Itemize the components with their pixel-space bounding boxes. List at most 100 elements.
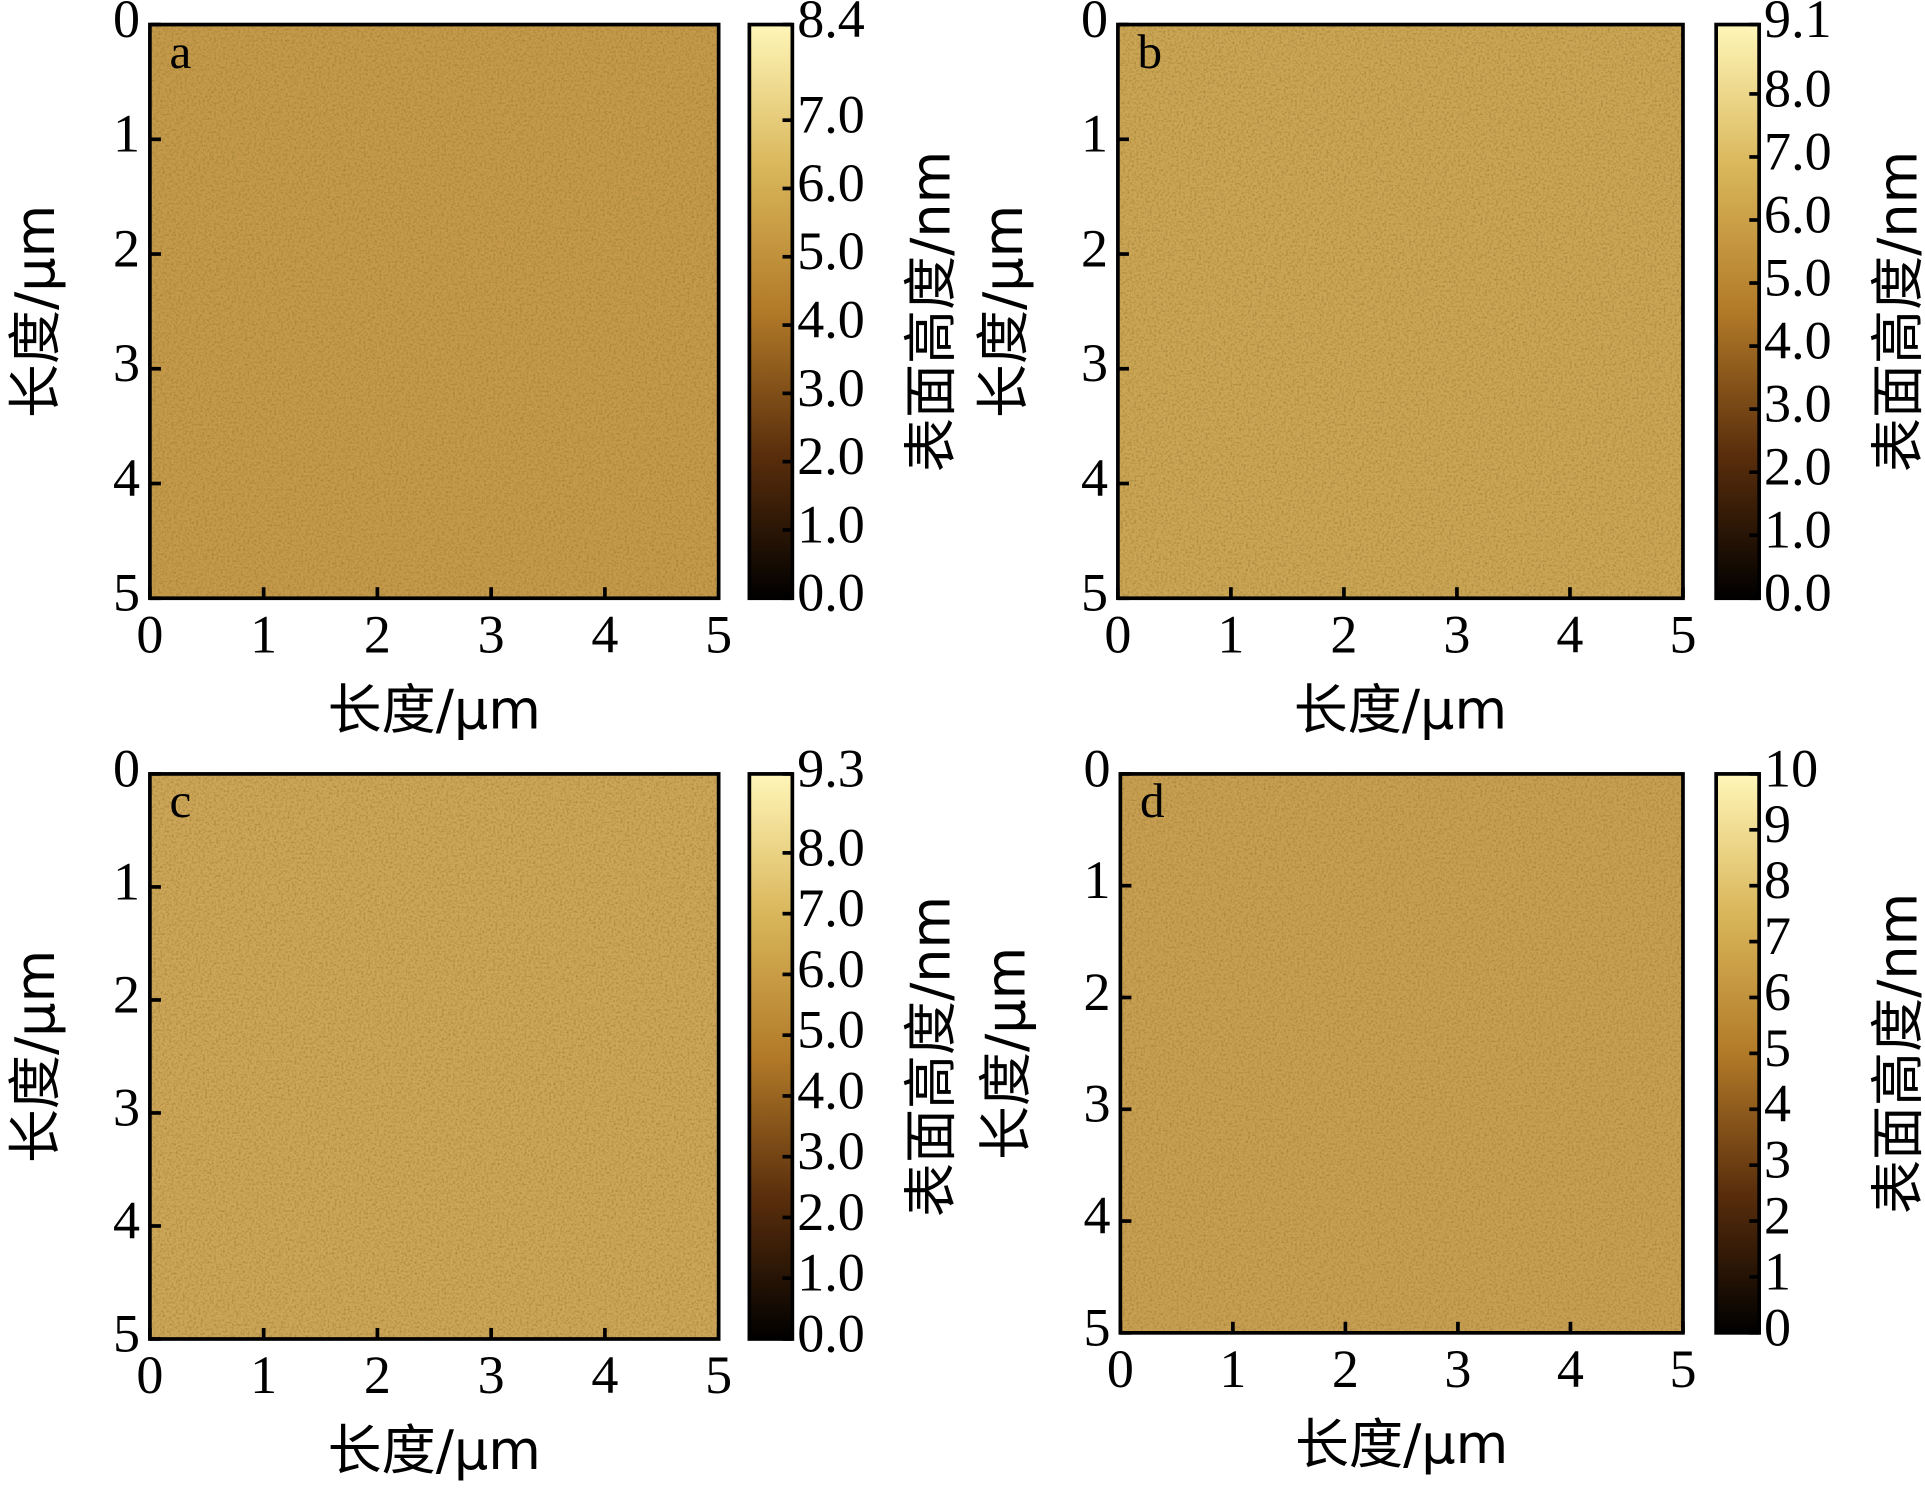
colorbar-tick-label: 8.4 (797, 0, 865, 49)
colorbar-tick-label: 10 (1764, 738, 1818, 798)
y-tick-label: 5 (1081, 563, 1108, 623)
colorbar-tick-label: 8 (1764, 850, 1791, 910)
y-tick-label: 3 (113, 1077, 140, 1137)
colorbar (747, 22, 795, 601)
image-texture (1120, 773, 1683, 1333)
y-tick-label: 0 (1083, 738, 1110, 798)
colorbar-tick-label: 3.0 (797, 358, 865, 418)
y-tick-label: 0 (1081, 0, 1108, 49)
x-tick-label: 5 (705, 604, 732, 664)
x-tick-label: 1 (250, 1345, 277, 1405)
y-tick-label: 2 (1083, 962, 1110, 1022)
colorbar (747, 772, 795, 1341)
y-tick-label: 5 (1083, 1297, 1110, 1357)
x-tick-label: 2 (364, 1345, 391, 1405)
plot-frame (1116, 22, 1685, 601)
plot-frame (1118, 772, 1685, 1335)
colorbar-tick-label: 2.0 (1764, 437, 1832, 497)
y-axis-label: 长度/μm (4, 950, 67, 1163)
y-tick-label: 1 (113, 851, 140, 911)
y-tick-label: 1 (1083, 850, 1110, 910)
colorbar-tick-label: 3.0 (1764, 374, 1832, 434)
y-tick-label: 4 (113, 448, 140, 508)
y-axis-label: 长度/μm (972, 205, 1035, 418)
colorbar-tick-label: 1.0 (797, 494, 865, 554)
colorbar-tick-label: 4.0 (797, 1060, 865, 1120)
y-tick-label: 5 (113, 1303, 140, 1363)
colorbar-tick-label: 7.0 (797, 85, 865, 145)
x-tick-label: 0 (136, 1345, 163, 1405)
colorbar-tick-label: 5.0 (797, 1000, 865, 1060)
x-tick-label: 3 (478, 604, 505, 664)
y-tick-label: 4 (1081, 448, 1108, 508)
colorbar-tick-label: 2.0 (797, 1182, 865, 1242)
colorbar-label: 表面高度/nm (900, 896, 963, 1217)
x-tick-label: 1 (1219, 1339, 1246, 1399)
colorbar-tick-label: 5 (1764, 1018, 1791, 1078)
x-tick-label: 5 (705, 1345, 732, 1405)
image-texture (149, 773, 719, 1339)
colorbar-label: 表面高度/nm (1866, 893, 1925, 1214)
x-tick-label: 2 (1330, 604, 1357, 664)
x-tick-label: 4 (591, 1345, 618, 1405)
y-axis-label: 长度/μm (4, 205, 67, 418)
y-tick-label: 4 (113, 1190, 140, 1250)
colorbar-tick-label: 4.0 (797, 289, 865, 349)
colorbar-tick-label: 6.0 (797, 939, 865, 999)
y-tick-label: 4 (1083, 1185, 1110, 1245)
colorbar-tick-label: 0.0 (797, 1303, 865, 1363)
colorbar-tick-label: 2.0 (797, 426, 865, 486)
colorbar-tick-label: 9.1 (1764, 0, 1832, 49)
y-tick-label: 2 (113, 964, 140, 1024)
x-tick-label: 4 (591, 604, 618, 664)
colorbar-tick-label: 9 (1764, 794, 1791, 854)
x-tick-label: 0 (1104, 604, 1131, 664)
y-tick-label: 0 (113, 0, 140, 49)
colorbar-tick-label: 7.0 (797, 878, 865, 938)
colorbar-label: 表面高度/nm (900, 151, 963, 472)
colorbar-tick-label: 7 (1764, 906, 1791, 966)
x-tick-label: 4 (1556, 604, 1583, 664)
colorbar-tick-label: 4 (1764, 1074, 1791, 1134)
plot-frame (148, 22, 721, 601)
colorbar-label: 表面高度/nm (1866, 151, 1925, 472)
y-axis-label: 长度/μm (974, 947, 1037, 1160)
x-axis-label: 长度/μm (328, 678, 541, 741)
colorbar-tick-label: 8.0 (1764, 58, 1832, 118)
colorbar-tick-label: 7.0 (1764, 121, 1832, 181)
colorbar-tick-label: 1.0 (797, 1243, 865, 1303)
x-axis-label: 长度/μm (328, 1419, 541, 1482)
y-tick-label: 5 (113, 563, 140, 623)
panel-label: c (170, 773, 192, 828)
x-tick-label: 3 (478, 1345, 505, 1405)
colorbar-tick-label: 0.0 (1764, 563, 1832, 623)
panel-label: b (1138, 24, 1163, 79)
x-tick-label: 2 (364, 604, 391, 664)
x-tick-label: 0 (1107, 1339, 1134, 1399)
y-tick-label: 0 (113, 738, 140, 798)
x-tick-label: 1 (1217, 604, 1244, 664)
colorbar-tick-label: 6.0 (1764, 184, 1832, 244)
x-tick-label: 4 (1557, 1339, 1584, 1399)
x-axis-label: 长度/μm (1294, 678, 1507, 741)
colorbar-tick-label: 0.0 (797, 563, 865, 623)
colorbar-tick-label: 5.0 (797, 221, 865, 281)
y-tick-label: 3 (1081, 333, 1108, 393)
colorbar-tick-label: 8.0 (797, 817, 865, 877)
y-tick-label: 3 (113, 333, 140, 393)
x-tick-label: 5 (1669, 1339, 1696, 1399)
x-tick-label: 2 (1332, 1339, 1359, 1399)
y-tick-label: 1 (1081, 104, 1108, 164)
panel-label: a (170, 24, 192, 79)
panel-label: d (1140, 773, 1165, 828)
colorbar-tick-label: 3 (1764, 1130, 1791, 1190)
y-tick-label: 2 (1081, 218, 1108, 278)
colorbar-tick-label: 6.0 (797, 153, 865, 213)
x-tick-label: 3 (1443, 604, 1470, 664)
colorbar (1714, 22, 1761, 601)
colorbar-tick-label: 6 (1764, 962, 1791, 1022)
x-tick-label: 3 (1444, 1339, 1471, 1399)
colorbar-tick-label: 2 (1764, 1185, 1791, 1245)
y-tick-label: 1 (113, 104, 140, 164)
